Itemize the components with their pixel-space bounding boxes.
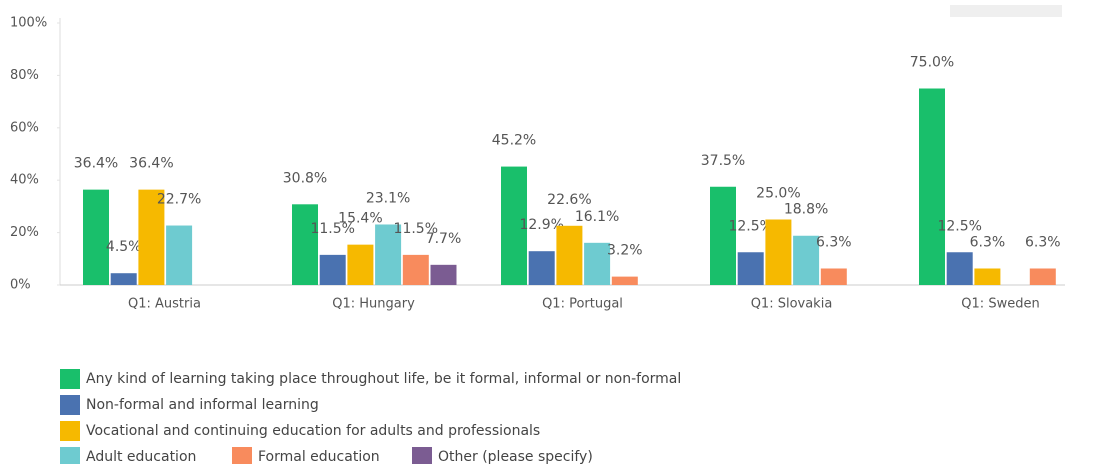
bar: [765, 219, 792, 285]
value-label: 12.5%: [728, 218, 772, 234]
value-label: 11.5%: [310, 221, 354, 237]
value-label: 11.5%: [394, 221, 438, 237]
value-label: 3.2%: [607, 243, 643, 259]
value-label: 22.7%: [157, 192, 201, 208]
bar: [919, 88, 945, 285]
value-label: 23.1%: [366, 190, 410, 206]
bar: [402, 254, 429, 285]
value-label: 22.6%: [547, 192, 591, 208]
legend-swatch: [232, 447, 252, 464]
bar: [974, 268, 1001, 285]
bar: [292, 204, 318, 285]
value-label: 12.5%: [937, 218, 981, 234]
y-tick-label: 40%: [10, 173, 39, 188]
x-tick-label: Q1: Slovakia: [751, 297, 833, 312]
y-tick-label: 60%: [10, 120, 39, 135]
bar: [556, 225, 583, 285]
value-label: 25.0%: [756, 186, 800, 202]
bar: [430, 264, 457, 285]
value-label: 7.7%: [426, 231, 462, 247]
value-label: 6.3%: [816, 234, 852, 250]
legend-label: Adult education: [86, 449, 196, 464]
value-label: 18.8%: [784, 202, 828, 218]
value-label: 6.3%: [1025, 234, 1061, 250]
toolbar-placeholder: [950, 5, 1062, 17]
legend-label: Formal education: [258, 449, 380, 464]
legend-label: Other (please specify): [438, 449, 593, 464]
y-tick-label: 20%: [10, 225, 39, 240]
y-tick-label: 100%: [10, 16, 47, 31]
legend-label: Non-formal and informal learning: [86, 397, 319, 413]
bar: [375, 224, 402, 285]
bar: [1029, 268, 1056, 285]
bar: [319, 254, 346, 285]
value-label: 75.0%: [910, 55, 954, 71]
bar: [793, 235, 820, 285]
x-tick-label: Q1: Portugal: [542, 297, 623, 312]
legend-label: Any kind of learning taking place throug…: [86, 371, 681, 387]
legend-label: Vocational and continuing education for …: [86, 423, 540, 439]
value-label: 6.3%: [970, 234, 1006, 250]
value-label: 45.2%: [492, 133, 536, 149]
bar: [501, 166, 527, 285]
legend-swatch: [60, 447, 80, 464]
bar: [611, 276, 638, 285]
legend-swatch: [60, 369, 80, 389]
bar: [528, 251, 555, 285]
x-tick-label: Q1: Austria: [128, 297, 201, 312]
bar: [347, 244, 374, 285]
bar: [710, 186, 736, 285]
bar: [584, 242, 611, 285]
value-label: 36.4%: [74, 156, 118, 172]
value-label: 12.9%: [519, 217, 563, 233]
legend-swatch: [412, 447, 432, 464]
x-tick-label: Q1: Hungary: [332, 297, 415, 312]
bar: [83, 189, 109, 285]
y-tick-label: 0%: [10, 278, 31, 293]
legend-swatch: [60, 421, 80, 441]
value-label: 36.4%: [129, 156, 173, 172]
bar: [110, 273, 137, 285]
bar: [166, 225, 193, 285]
value-label: 16.1%: [575, 209, 619, 225]
bar: [946, 252, 973, 285]
value-label: 37.5%: [701, 153, 745, 169]
value-label: 15.4%: [338, 211, 382, 227]
value-label: 4.5%: [106, 239, 142, 255]
x-tick-label: Q1: Sweden: [961, 297, 1039, 312]
value-label: 30.8%: [283, 170, 327, 186]
bar: [737, 252, 764, 285]
bar: [138, 189, 165, 285]
legend-swatch: [60, 395, 80, 415]
y-tick-label: 80%: [10, 68, 39, 83]
bar: [820, 268, 847, 285]
